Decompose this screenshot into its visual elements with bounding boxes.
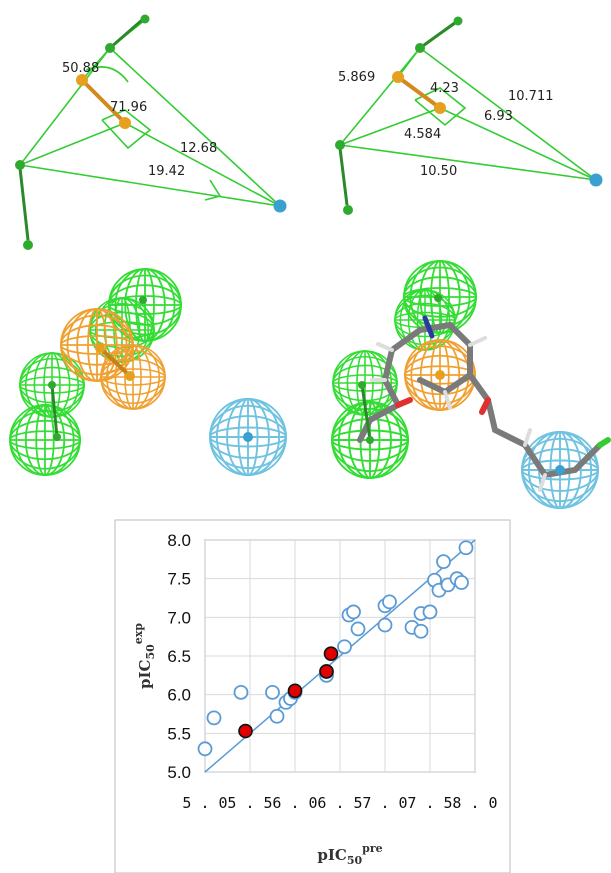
- x-tick-label: 8 . 0: [452, 794, 497, 812]
- data-point-filled: [319, 664, 334, 679]
- pharmacophore-ligand-overlay: [332, 261, 611, 508]
- data-point-open: [382, 594, 397, 610]
- y-tick-label: 7.5: [167, 570, 191, 589]
- distance-label: 10.711: [508, 89, 554, 104]
- x-axis-title: pIC50pre: [317, 842, 382, 867]
- data-point-open: [436, 554, 451, 570]
- hydrophobic-center: [589, 173, 603, 187]
- distance-label: 4.584: [404, 127, 441, 142]
- data-point-open: [422, 604, 438, 620]
- data-point-filled: [238, 723, 253, 739]
- data-point-filled: [323, 646, 339, 661]
- pharmacophore-distances-right: 5.869 4.23 10.711 6.93 4.584 10.50: [335, 16, 603, 215]
- distance-label: 19.42: [148, 164, 185, 179]
- distance-label: 4.23: [430, 81, 459, 96]
- data-point-open: [454, 575, 469, 590]
- data-point-open: [377, 617, 393, 633]
- chart-frame: [114, 519, 511, 873]
- data-point-open: [458, 540, 474, 556]
- x-tick-label: 7 . 5: [407, 794, 452, 812]
- x-tick-label: 7 . 0: [362, 794, 407, 812]
- y-tick-label: 5.5: [167, 724, 191, 743]
- data-point-open: [346, 604, 361, 620]
- y-tick-labels: 5.0 5.5 6.0 6.5 7.0 7.5 8.0: [167, 531, 191, 782]
- y-tick-label: 6.5: [167, 647, 191, 666]
- hydrophobic-center: [273, 199, 287, 213]
- y-tick-label: 5.0: [167, 763, 191, 782]
- data-point-open: [206, 710, 222, 726]
- data-point-open: [350, 621, 366, 637]
- pharmacophore-spheres-left: [10, 269, 286, 475]
- data-point-open: [413, 623, 429, 639]
- x-tick-label: 5 . 5: [227, 794, 272, 812]
- y-tick-label: 8.0: [167, 531, 191, 550]
- data-point-open: [233, 684, 249, 700]
- aromatic-center: [119, 117, 131, 129]
- data-point-open: [197, 741, 213, 757]
- data-point-open: [269, 708, 285, 724]
- distance-label: 50.88: [62, 61, 99, 76]
- aromatic-center: [434, 102, 446, 114]
- distance-label: 10.50: [420, 164, 457, 179]
- data-point-filled: [287, 683, 303, 699]
- y-axis-title: pIC50exp: [132, 623, 157, 689]
- y-tick-label: 7.0: [167, 608, 191, 627]
- data-point-open: [337, 639, 352, 655]
- data-points: [197, 540, 474, 757]
- distance-label: 5.869: [338, 70, 375, 85]
- x-tick-label: 6 . 5: [317, 794, 362, 812]
- x-tick-label: 5 . 0: [182, 794, 227, 812]
- angle-label: 71.96: [110, 100, 147, 115]
- x-tick-label: 6 . 0: [272, 794, 317, 812]
- data-point-open: [265, 684, 280, 700]
- pharmacophore-distances-left: 50.88 71.96 12.68 19.42: [15, 14, 287, 250]
- distance-label: 12.68: [180, 141, 217, 156]
- y-tick-label: 6.0: [167, 686, 191, 705]
- aromatic-center: [76, 74, 88, 86]
- distance-label: 6.93: [484, 109, 513, 124]
- aromatic-center: [392, 71, 404, 83]
